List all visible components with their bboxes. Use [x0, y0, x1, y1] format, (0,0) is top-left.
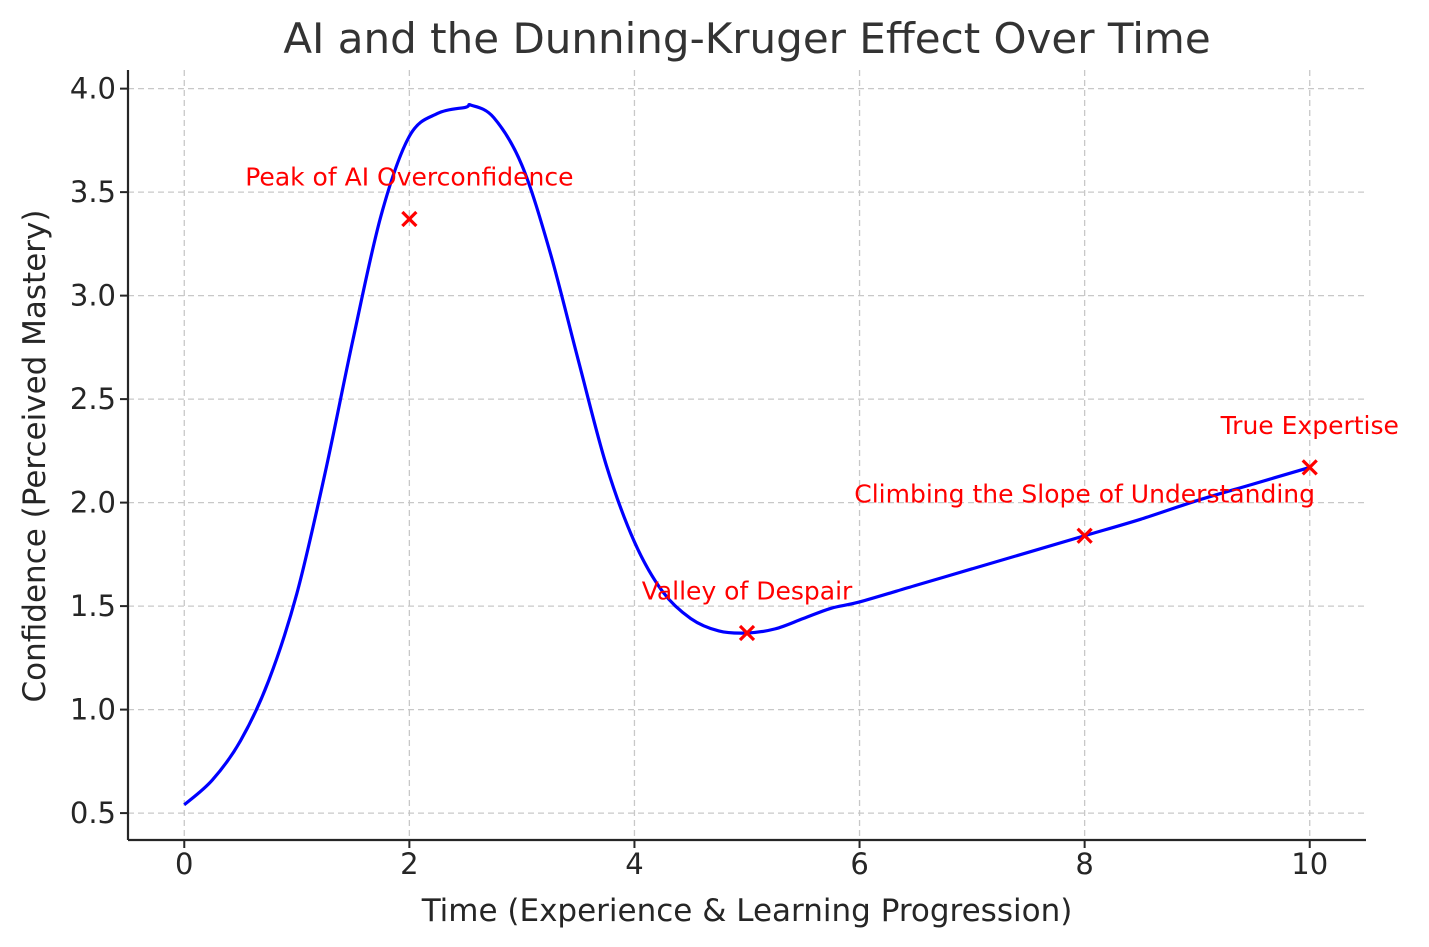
x-axis-label: Time (Experience & Learning Progression): [421, 893, 1073, 929]
series-line: [183, 103, 1311, 807]
annotation-label: True Expertise: [1220, 411, 1399, 440]
annotation-label: Climbing the Slope of Understanding: [854, 479, 1315, 508]
annotation-label: Peak of AI Overconfidence: [245, 163, 573, 192]
annotation-label: Valley of Despair: [642, 577, 853, 606]
grid-layer: [128, 70, 1366, 840]
y-tick-label: 4.0: [70, 72, 116, 106]
x-tick-label: 10: [1291, 847, 1328, 881]
y-tick-label: 2.0: [70, 486, 116, 520]
axes-frame: [126, 70, 1366, 842]
series-layer: [183, 103, 1311, 807]
point-marker: [1076, 527, 1093, 544]
x-tick-label: 8: [1075, 847, 1093, 881]
y-tick-label: 3.0: [70, 279, 116, 313]
x-tick-label: 2: [400, 847, 418, 881]
x-tick-label: 4: [625, 847, 643, 881]
y-tick-label: 3.5: [70, 175, 116, 209]
chart-title: AI and the Dunning-Kruger Effect Over Ti…: [283, 14, 1210, 63]
y-axis-label: Confidence (Perceived Mastery): [17, 210, 53, 703]
y-tick-label: 1.5: [70, 589, 116, 623]
x-tick-label: 0: [175, 847, 193, 881]
ticks: 0 2 4 6 8 10 0.5 1.0 1.5 2.0 2.5 3.0 3.5 4.0: [70, 72, 1328, 881]
y-tick-label: 1.0: [70, 693, 116, 727]
point-marker: [1301, 459, 1318, 476]
point-marker: [401, 210, 418, 228]
x-tick-label: 6: [850, 847, 868, 881]
markers-layer: [401, 210, 1318, 642]
y-tick-label: 0.5: [70, 796, 116, 830]
annotations-layer: Peak of AI Overconfidence Valley of Despa…: [245, 163, 1399, 606]
point-marker: [738, 624, 756, 642]
y-tick-label: 2.5: [70, 382, 116, 416]
